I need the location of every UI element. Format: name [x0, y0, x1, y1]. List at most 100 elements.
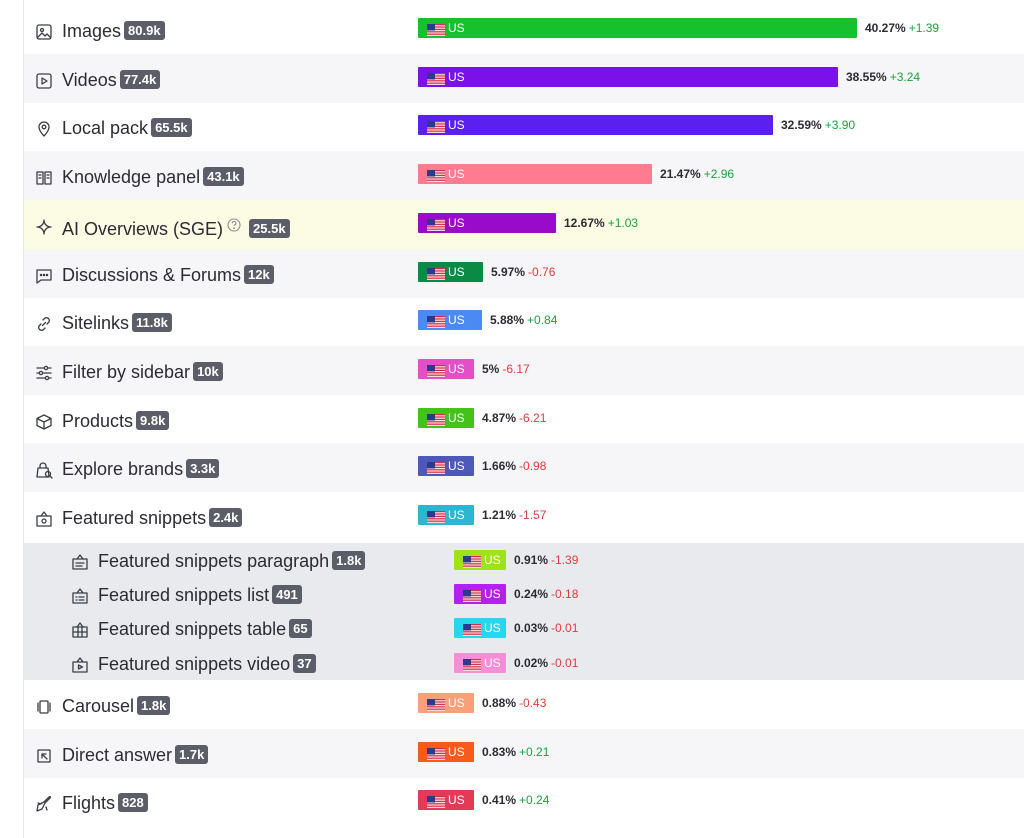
featured-snippets-subgroup: Featured snippets paragraph 1.8k US 0.91% -1… — [24, 543, 1024, 680]
feature-row[interactable]: Images 80.9k US 40.27% +1.39 — [24, 5, 1024, 54]
snippet-video-icon — [71, 656, 89, 674]
country-code: US — [448, 312, 465, 327]
feature-row[interactable]: Products 9.8k US 4.87% -6.21 — [24, 395, 1024, 444]
feature-name: Featured snippets paragraph — [98, 551, 330, 571]
us-flag-icon — [427, 412, 445, 426]
shopping-bag-icon — [35, 461, 53, 479]
share-bar[interactable]: US — [418, 309, 482, 330]
feature-row[interactable]: AI Overviews (SGE) 25.5k US 12.67% +1.03 — [24, 200, 1024, 249]
share-delta: +2.96 — [703, 166, 735, 181]
share-bar[interactable]: US — [454, 618, 506, 638]
feature-name: Featured snippets video — [98, 654, 291, 674]
share-bar[interactable]: US — [418, 455, 474, 476]
book-icon — [35, 169, 53, 187]
feature-row[interactable]: Direct answer 1.7k US 0.83% +0.21 — [24, 729, 1024, 778]
count-badge: 37 — [293, 654, 316, 673]
feature-row[interactable]: Discussions & Forums 12k US 5.97% -0.76 — [24, 249, 1024, 298]
share-bar[interactable]: US — [418, 741, 474, 762]
share-bar[interactable]: US — [418, 163, 652, 184]
chat-icon — [35, 267, 53, 285]
share-bar[interactable]: US — [454, 584, 506, 604]
box-icon — [35, 413, 53, 431]
share-value: 1.66% -0.98 — [482, 456, 546, 476]
us-flag-icon — [463, 554, 481, 568]
snippet-list-icon — [71, 587, 89, 605]
share-delta: -0.76 — [528, 264, 556, 279]
share-percent: 12.67% — [564, 215, 605, 230]
share-percent: 4.87% — [482, 410, 517, 425]
count-badge: 491 — [272, 585, 302, 604]
feature-row[interactable]: Featured snippets 2.4k US 1.21% -1.57 — [24, 492, 1024, 541]
share-percent: 5% — [482, 361, 500, 376]
feature-name: Products — [62, 410, 134, 431]
country-code: US — [484, 587, 501, 601]
feature-row[interactable]: Knowledge panel 43.1k US 21.47% +2.96 — [24, 151, 1024, 200]
feature-label: Direct answer 1.7k — [62, 744, 209, 766]
share-bar[interactable]: US — [418, 17, 857, 38]
feature-row[interactable]: Flights 828 US 0.41% +0.24 — [24, 777, 1024, 826]
share-value: 40.27% +1.39 — [865, 18, 939, 38]
feature-label: Sitelinks 11.8k — [62, 312, 172, 334]
country-code: US — [448, 410, 465, 425]
share-bar[interactable]: US — [418, 789, 474, 810]
share-bar[interactable]: US — [418, 407, 474, 428]
snippet-paragraph-icon — [71, 553, 89, 571]
feature-row[interactable]: Filter by sidebar 10k US 5% -6.17 — [24, 346, 1024, 395]
sub-feature-row[interactable]: Featured snippets list 491 US 0.24% -0.18 — [24, 578, 1024, 612]
share-bar[interactable]: US — [418, 212, 556, 233]
feature-row[interactable]: Carousel 1.8k US 0.88% -0.43 — [24, 680, 1024, 729]
share-bar[interactable]: US — [454, 653, 506, 673]
feature-row[interactable]: Sitelinks 11.8k US 5.88% +0.84 — [24, 297, 1024, 346]
share-bar[interactable]: US — [454, 550, 506, 570]
feature-label: Local pack 65.5k — [62, 117, 192, 139]
feature-name: Featured snippets table — [98, 619, 287, 639]
feature-label: Explore brands 3.3k — [62, 458, 220, 480]
share-delta: -6.17 — [502, 361, 530, 376]
feature-name: Featured snippets list — [98, 585, 270, 605]
share-bar[interactable]: US — [418, 358, 474, 379]
share-percent: 40.27% — [865, 20, 906, 35]
direct-answer-icon — [35, 747, 53, 765]
feature-row[interactable]: Local pack 65.5k US 32.59% +3.90 — [24, 102, 1024, 151]
us-flag-icon — [463, 622, 481, 636]
feature-row[interactable]: Videos 77.4k US 38.55% +3.24 — [24, 54, 1024, 103]
serp-features-table: Images 80.9k US 40.27% +1.39 Videos 77.4k US 38.… — [23, 0, 1024, 838]
share-percent: 0.83% — [482, 744, 517, 759]
us-flag-icon — [427, 746, 445, 760]
help-icon[interactable] — [227, 215, 241, 232]
us-flag-icon — [427, 71, 445, 85]
count-badge: 65.5k — [151, 117, 192, 137]
count-badge: 1.8k — [137, 695, 171, 715]
feature-row[interactable]: Explore brands 3.3k US 1.66% -0.98 — [24, 443, 1024, 492]
share-bar[interactable]: US — [418, 504, 474, 525]
sub-feature-row[interactable]: Featured snippets video 37 US 0.02% -0.01 — [24, 647, 1024, 681]
country-code: US — [448, 117, 465, 132]
feature-name: Explore brands — [62, 458, 184, 479]
feature-name: Flights — [62, 792, 116, 813]
share-value: 5.88% +0.84 — [490, 310, 557, 330]
us-flag-icon — [427, 217, 445, 231]
country-code: US — [448, 361, 465, 376]
share-bar[interactable]: US — [418, 692, 474, 713]
feature-label: Filter by sidebar 10k — [62, 361, 223, 383]
country-code: US — [448, 744, 465, 759]
share-bar[interactable]: US — [418, 261, 483, 282]
us-flag-icon — [463, 657, 481, 671]
share-value: 0.41% +0.24 — [482, 790, 549, 810]
count-badge: 3.3k — [186, 458, 220, 478]
carousel-icon — [35, 698, 53, 716]
us-flag-icon — [427, 314, 445, 328]
share-delta: -1.57 — [519, 507, 547, 522]
feature-label: Featured snippets video 37 — [98, 653, 316, 675]
share-percent: 0.41% — [482, 792, 517, 807]
share-bar[interactable]: US — [418, 66, 838, 87]
sub-feature-row[interactable]: Featured snippets table 65 US 0.03% -0.01 — [24, 612, 1024, 646]
share-delta: +1.39 — [908, 20, 940, 35]
us-flag-icon — [427, 509, 445, 523]
sub-feature-row[interactable]: Featured snippets paragraph 1.8k US 0.91% -1… — [24, 544, 1024, 578]
us-flag-icon — [427, 363, 445, 377]
share-delta: +3.90 — [824, 117, 856, 132]
share-bar[interactable]: US — [418, 114, 773, 135]
count-badge: 65 — [289, 619, 312, 638]
share-delta: -0.18 — [551, 587, 579, 601]
